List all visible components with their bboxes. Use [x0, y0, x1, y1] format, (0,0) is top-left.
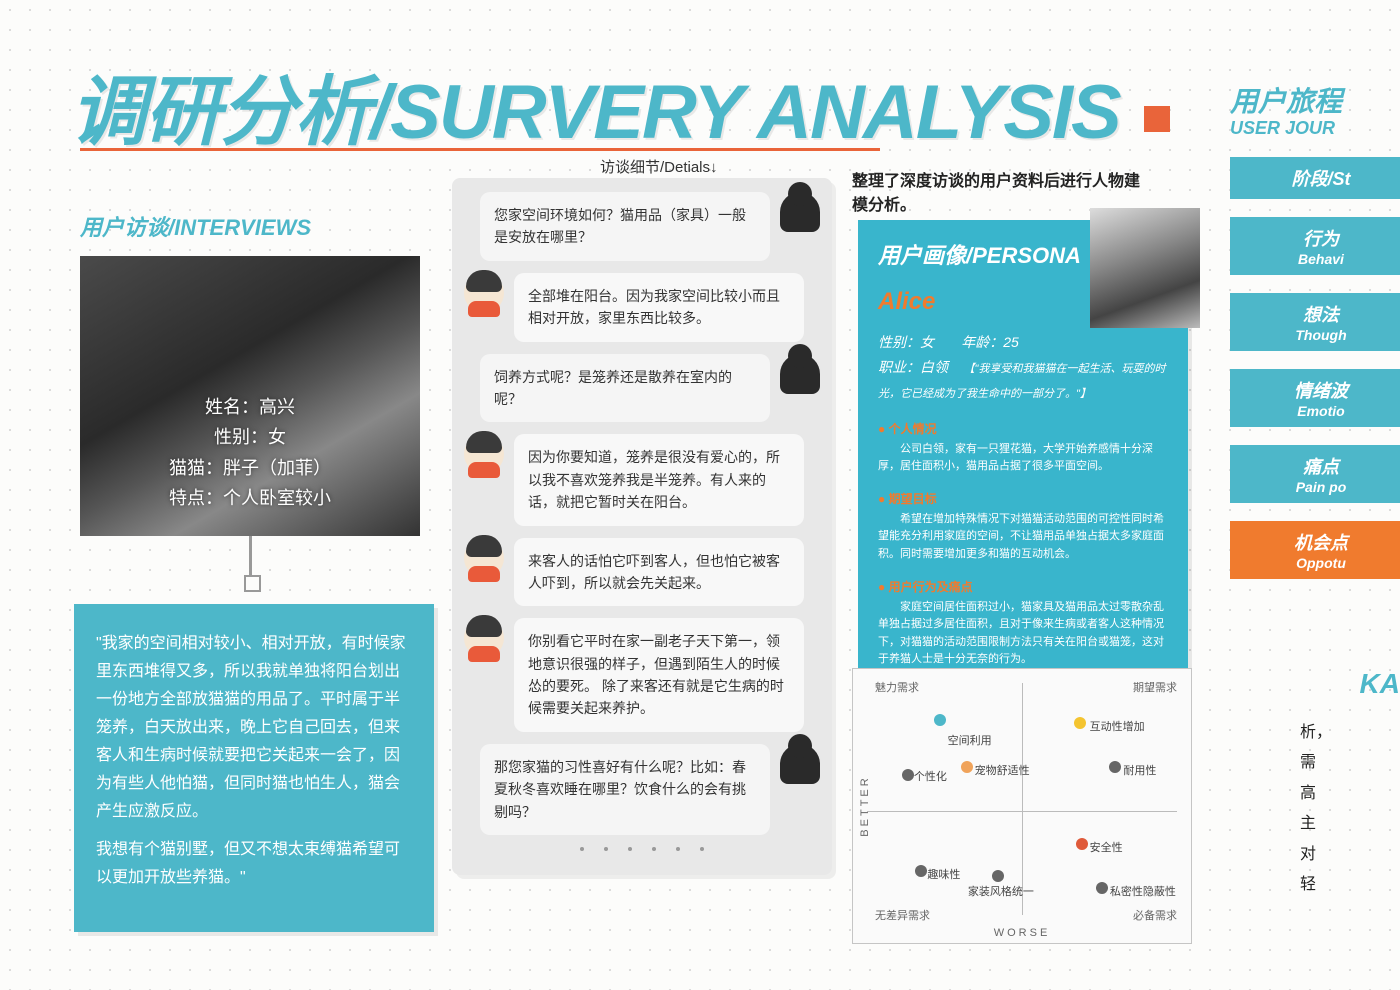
- persona-age: 年龄：25: [961, 334, 1019, 350]
- kano-body-line: 高: [1300, 779, 1400, 809]
- persona-card: 用户画像/PERSONA Alice 性别：女 年龄：25 职业：白领 【"我享…: [858, 220, 1188, 691]
- journey-item: 阶段/St: [1230, 157, 1400, 199]
- kano-point-label: 家装风格统一: [968, 883, 1034, 899]
- chat-msg-a: 全部堆在阳台。因为我家空间比较小而且相对开放，家里东西比较多。: [464, 273, 820, 342]
- persona-meta: 性别：女 年龄：25: [878, 330, 1168, 355]
- persona-meta: 职业：白领 【"我享受和我猫猫在一起生活、玩耍的时光，它已经成为了我生命中的一部…: [878, 355, 1168, 405]
- chat-bubble: 来客人的话怕它吓到客人，但也怕它被客人吓到，所以就会先关起来。: [514, 538, 804, 607]
- persona-photo: [1090, 208, 1200, 328]
- journey-item: 行为Behavi: [1230, 217, 1400, 275]
- title-en: SURVERY ANALYSIS: [390, 70, 1120, 155]
- kano-point-label: 趣味性: [927, 866, 960, 882]
- title-accent-dot: [1144, 106, 1170, 132]
- chat-msg-a: 你别看它平时在家一副老子天下第一，领地意识很强的样子，但遇到陌生人的时候怂的要死…: [464, 618, 820, 732]
- persona-sec3: ● 用户行为及痛点: [878, 578, 1168, 595]
- chat-panel: 您家空间环境如何？猫用品（家具）一般是安放在哪里？ 全部堆在阳台。因为我家空间比…: [452, 178, 832, 875]
- interview-quote: "我家的空间相对较小、相对开放，有时候家里东西堆得又多，所以我就单独将阳台划出一…: [74, 604, 434, 932]
- kano-point-dot: [992, 870, 1004, 882]
- chat-msg-q: 那您家猫的习性喜好有什么呢？比如：春夏秋冬喜欢睡在哪里？饮食什么的会有挑剔吗？: [464, 744, 820, 835]
- persona-sec1: ● 个人情况: [878, 420, 1168, 437]
- journey-heading-cn: 用户旅程: [1230, 80, 1400, 120]
- caption-line: 猫猫：胖子（加菲）: [169, 453, 331, 484]
- interviewee-icon: [464, 273, 504, 313]
- interview-photo-caption: 姓名：高兴 性别：女 猫猫：胖子（加菲） 特点：个人卧室较小: [169, 392, 331, 514]
- kano-point-dot: [961, 761, 973, 773]
- persona-job: 职业：白领: [878, 359, 948, 375]
- title-cn: 调研分析: [70, 70, 370, 155]
- photo-quote-connector: [249, 536, 252, 586]
- interviewee-icon: [464, 618, 504, 658]
- kano-corner-tr: 期望需求: [1133, 679, 1177, 695]
- kano-point-dot: [902, 769, 914, 781]
- interview-photo: 姓名：高兴 性别：女 猫猫：胖子（加菲） 特点：个人卧室较小: [80, 256, 420, 536]
- kano-corner-bl: 无差异需求: [875, 907, 930, 923]
- kano-axis-vertical: [1022, 683, 1023, 915]
- chat-bubble: 全部堆在阳台。因为我家空间比较小而且相对开放，家里东西比较多。: [514, 273, 804, 342]
- interviews-section: 用户访谈/INTERVIEWS 姓名：高兴 性别：女 猫猫：胖子（加菲） 特点：…: [80, 210, 420, 932]
- chat-pagination-dots: [464, 847, 820, 851]
- kano-point-dot: [934, 714, 946, 726]
- interviewee-icon: [464, 434, 504, 474]
- chat-msg-q: 饲养方式呢？是笼养还是散养在室内的呢？: [464, 354, 820, 423]
- quote-p2: 我想有个猫别墅，但又不想太束缚猫希望可以更加开放些养猫。": [96, 836, 412, 892]
- caption-line: 特点：个人卧室较小: [169, 483, 331, 514]
- journey-item: 情绪波Emotio: [1230, 369, 1400, 427]
- kano-point-dot: [1074, 717, 1086, 729]
- kano-point-dot: [1109, 761, 1121, 773]
- kano-body-text: 析，需高主 对轻: [1300, 718, 1400, 900]
- caption-line: 性别：女: [169, 422, 331, 453]
- kano-axis-better: BETTER: [859, 775, 871, 836]
- title-underline: [80, 148, 880, 151]
- chat-msg-q: 您家空间环境如何？猫用品（家具）一般是安放在哪里？: [464, 192, 820, 261]
- interviews-heading: 用户访谈/INTERVIEWS: [80, 210, 420, 242]
- persona-para2: 希望在增加特殊情况下对猫猫活动范围的可控性同时希望能充分利用家庭的空间，不让猫用…: [878, 511, 1168, 564]
- journey-item: 机会点Oppotu: [1230, 521, 1400, 579]
- kano-body-line: 主: [1300, 809, 1400, 839]
- persona-para3: 家庭空间居住面积过小，猫家具及猫用品太过零散杂乱单独占据过多居住面积，且对于像来…: [878, 599, 1168, 669]
- chat-bubble: 饲养方式呢？是笼养还是散养在室内的呢？: [480, 354, 770, 423]
- page-title-block: 调研分析/SURVERY ANALYSIS: [70, 50, 1170, 160]
- kano-point-label: 宠物舒适性: [975, 762, 1030, 778]
- journey-item: 想法Though: [1230, 293, 1400, 351]
- journey-item: 痛点Pain po: [1230, 445, 1400, 503]
- kano-point-label: 个性化: [914, 768, 947, 784]
- journey-section: 用户旅程 USER JOUR 阶段/St 行为Behavi 想法Though 情绪波E…: [1230, 80, 1400, 579]
- journey-heading-en: USER JOUR: [1230, 118, 1400, 139]
- interviewer-icon: [780, 192, 820, 232]
- chat-bubble: 那您家猫的习性喜好有什么呢？比如：春夏秋冬喜欢睡在哪里？饮食什么的会有挑剔吗？: [480, 744, 770, 835]
- kano-body-line: 对: [1300, 840, 1400, 870]
- kano-body-line: 析，: [1300, 718, 1400, 748]
- kano-chart: BETTER WORSE 魅力需求 期望需求 无差异需求 必备需求 空间利用个性…: [852, 668, 1192, 944]
- quote-p1: "我家的空间相对较小、相对开放，有时候家里东西堆得又多，所以我就单独将阳台划出一…: [96, 630, 412, 826]
- kano-corner-br: 必备需求: [1133, 907, 1177, 923]
- chat-msg-a: 来客人的话怕它吓到客人，但也怕它被客人吓到，所以就会先关起来。: [464, 538, 820, 607]
- kano-point-label: 互动性增加: [1090, 718, 1145, 734]
- kano-point-dot: [1076, 838, 1088, 850]
- interviewer-icon: [780, 744, 820, 784]
- details-label: 访谈细节/Detials↓: [600, 156, 718, 177]
- kano-body-line: 需: [1300, 748, 1400, 778]
- kano-body-line: 轻: [1300, 870, 1400, 900]
- persona-para1: 公司白领，家有一只狸花猫，大学开始养感情十分深厚，居住面积小，猫用品占据了很多平…: [878, 441, 1168, 476]
- kano-point-label: 私密性隐蔽性: [1110, 883, 1176, 899]
- kano-heading: KA: [1360, 668, 1400, 700]
- kano-point-label: 空间利用: [948, 732, 992, 748]
- interviewee-icon: [464, 538, 504, 578]
- kano-axis-worse: WORSE: [994, 927, 1051, 939]
- interviewer-icon: [780, 354, 820, 394]
- kano-point-dot: [1096, 882, 1108, 894]
- chat-bubble: 你别看它平时在家一副老子天下第一，领地意识很强的样子，但遇到陌生人的时候怂的要死…: [514, 618, 804, 732]
- persona-sec2: ● 期望目标: [878, 490, 1168, 507]
- chat-bubble: 因为你要知道，笼养是很没有爱心的，所以我不喜欢笼养我是半笼养。有人来的话，就把它…: [514, 434, 804, 525]
- persona-gender: 性别：女: [878, 334, 934, 350]
- kano-corner-tl: 魅力需求: [875, 679, 919, 695]
- caption-line: 姓名：高兴: [169, 392, 331, 423]
- kano-point-label: 安全性: [1090, 839, 1123, 855]
- kano-point-dot: [915, 865, 927, 877]
- chat-bubble: 您家空间环境如何？猫用品（家具）一般是安放在哪里？: [480, 192, 770, 261]
- chat-msg-a: 因为你要知道，笼养是很没有爱心的，所以我不喜欢笼养我是半笼养。有人来的话，就把它…: [464, 434, 820, 525]
- title-sep: /: [370, 70, 390, 155]
- kano-axis-horizontal: [867, 811, 1177, 812]
- kano-point-label: 耐用性: [1123, 762, 1156, 778]
